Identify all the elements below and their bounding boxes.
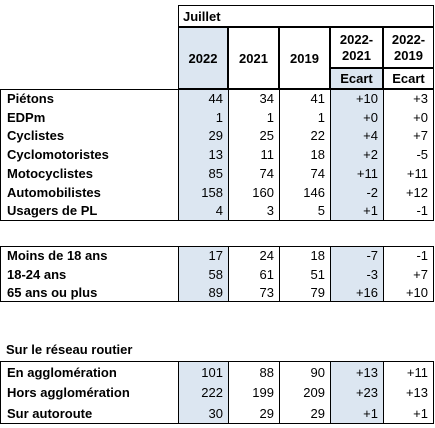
value-2019: 18 — [279, 145, 330, 165]
value-2021: 29 — [228, 403, 279, 424]
ecart-header-1: Ecart — [330, 68, 383, 89]
diff-2021-line1: 2022- — [339, 32, 374, 47]
row-label: Usagers de PL — [0, 201, 178, 221]
row-label: Sur autoroute — [0, 403, 178, 424]
value-2019: 90 — [279, 361, 330, 382]
row-label: Moins de 18 ans — [0, 246, 178, 265]
diff-2022-2019: +10 — [383, 283, 434, 303]
diff-2022-2021: +16 — [330, 283, 383, 303]
row-label: Cyclomotoristes — [0, 145, 178, 165]
value-2021: 61 — [228, 264, 279, 284]
value-2019: 79 — [279, 283, 330, 303]
value-2022: 17 — [178, 246, 228, 265]
value-2022: 44 — [178, 89, 228, 108]
diff-2022-2019: +7 — [383, 264, 434, 284]
value-2019: 209 — [279, 382, 330, 403]
diff-2022-2021: -2 — [330, 183, 383, 202]
diff-2022-2019: -1 — [383, 246, 434, 265]
value-2021: 24 — [228, 246, 279, 265]
diff-2022-2021: +13 — [330, 361, 383, 382]
value-2019: 41 — [279, 89, 330, 108]
row-label: Motocyclistes — [0, 164, 178, 183]
row-label: Cyclistes — [0, 126, 178, 146]
month-header: Juillet — [178, 5, 434, 27]
diff-2022-2019: +0 — [383, 107, 434, 127]
value-2022: 58 — [178, 264, 228, 284]
value-2022: 222 — [178, 382, 228, 403]
value-2019: 22 — [279, 126, 330, 146]
diff-2022-2021: +10 — [330, 89, 383, 108]
value-2019: 51 — [279, 264, 330, 284]
value-2021: 3 — [228, 201, 279, 221]
value-2022: 13 — [178, 145, 228, 165]
ecart-header-2: Ecart — [383, 68, 434, 89]
row-label: 18-24 ans — [0, 264, 178, 284]
row-label: 65 ans ou plus — [0, 283, 178, 303]
value-2019: 74 — [279, 164, 330, 183]
section-network-title: Sur le réseau routier — [6, 341, 133, 357]
diff-2022-2021: -7 — [330, 246, 383, 265]
diff-2022-2019: +13 — [383, 382, 434, 403]
diff-2022-2021: -3 — [330, 264, 383, 284]
value-2019: 146 — [279, 183, 330, 202]
value-2021: 25 — [228, 126, 279, 146]
value-2022: 85 — [178, 164, 228, 183]
value-2021: 73 — [228, 283, 279, 303]
value-2022: 30 — [178, 403, 228, 424]
value-2022: 29 — [178, 126, 228, 146]
column-header-2019: 2019 — [279, 27, 330, 89]
diff-2019-line2: 2019 — [394, 48, 423, 63]
diff-2022-2019: +11 — [383, 164, 434, 183]
column-header-2021: 2021 — [228, 27, 279, 89]
diff-2022-2019: +1 — [383, 403, 434, 424]
value-2019: 5 — [279, 201, 330, 221]
value-2019: 1 — [279, 107, 330, 127]
diff-2022-2021: +2 — [330, 145, 383, 165]
diff-2022-2019: -5 — [383, 145, 434, 165]
row-label: Automobilistes — [0, 183, 178, 202]
column-header-diff-2019: 2022- 2019 — [383, 27, 434, 68]
row-label: En agglomération — [0, 361, 178, 382]
diff-2022-2019: +7 — [383, 126, 434, 146]
value-2019: 29 — [279, 403, 330, 424]
value-2021: 11 — [228, 145, 279, 165]
value-2021: 74 — [228, 164, 279, 183]
diff-2022-2019: +12 — [383, 183, 434, 202]
value-2021: 160 — [228, 183, 279, 202]
diff-2022-2021: +1 — [330, 201, 383, 221]
column-header-diff-2021: 2022- 2021 — [330, 27, 383, 68]
value-2022: 1 — [178, 107, 228, 127]
diff-2022-2021: +23 — [330, 382, 383, 403]
diff-2019-line1: 2022- — [391, 32, 426, 47]
value-2021: 1 — [228, 107, 279, 127]
diff-2021-line2: 2021 — [342, 48, 371, 63]
diff-2022-2019: +11 — [383, 361, 434, 382]
row-label: EDPm — [0, 107, 178, 127]
value-2022: 158 — [178, 183, 228, 202]
diff-2022-2021: +1 — [330, 403, 383, 424]
diff-2022-2019: -1 — [383, 201, 434, 221]
diff-2022-2021: +4 — [330, 126, 383, 146]
diff-2022-2021: +0 — [330, 107, 383, 127]
value-2022: 4 — [178, 201, 228, 221]
row-label: Hors agglomération — [0, 382, 178, 403]
diff-2022-2021: +11 — [330, 164, 383, 183]
row-label: Piétons — [0, 89, 178, 108]
value-2021: 88 — [228, 361, 279, 382]
value-2022: 89 — [178, 283, 228, 303]
column-header-2022: 2022 — [178, 27, 228, 89]
value-2021: 199 — [228, 382, 279, 403]
value-2021: 34 — [228, 89, 279, 108]
diff-2022-2019: +3 — [383, 89, 434, 108]
value-2022: 101 — [178, 361, 228, 382]
value-2019: 18 — [279, 246, 330, 265]
